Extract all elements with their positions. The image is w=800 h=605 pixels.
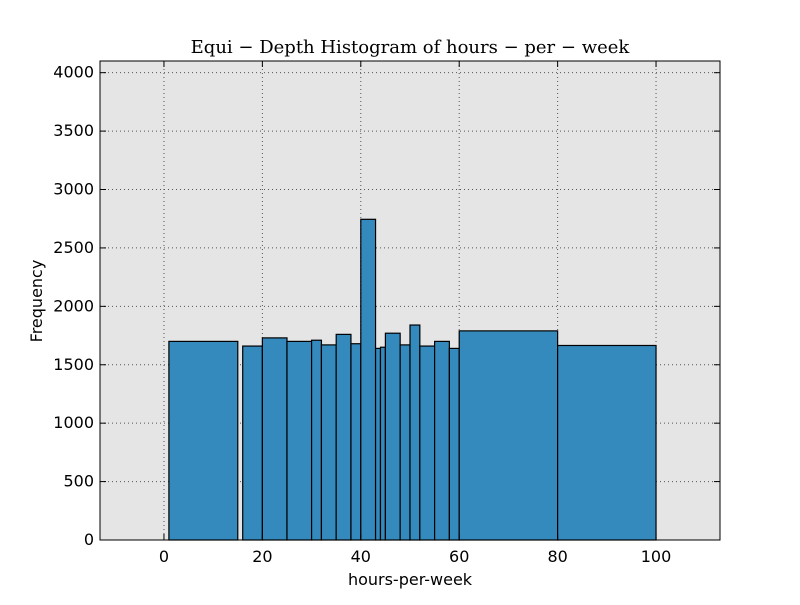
histogram-bars (168, 218, 657, 541)
histogram-bar (350, 343, 362, 541)
histogram-bar (168, 340, 239, 541)
y-tick-label: 1000 (53, 413, 94, 432)
histogram-bar (384, 332, 401, 541)
histogram-bar (557, 344, 657, 541)
x-tick-label: 80 (547, 547, 567, 566)
y-tick-label: 500 (63, 472, 94, 491)
y-tick-label: 0 (84, 530, 94, 549)
histogram-bar (379, 346, 386, 541)
y-tick-label: 1500 (53, 355, 94, 374)
x-tick-label: 60 (449, 547, 469, 566)
x-tick-label: 40 (351, 547, 371, 566)
histogram-bar (434, 340, 450, 541)
axis-ticks: 0 20 40 60 80 1000500100015002000250030003500… (53, 61, 720, 566)
histogram-bar (286, 340, 313, 541)
plot-frame (99, 60, 721, 541)
histogram-bar (448, 347, 460, 541)
x-tick-label: 100 (641, 547, 672, 566)
histogram-bar (409, 324, 421, 541)
y-tick-label: 2500 (53, 238, 94, 257)
y-tick-label: 3000 (53, 180, 94, 199)
histogram-bar (310, 339, 323, 541)
y-tick-label: 2000 (53, 296, 94, 315)
x-tick-label: 20 (252, 547, 272, 566)
histogram-bar (242, 345, 263, 541)
histogram-bar (399, 344, 411, 541)
y-axis-label: Frequency (27, 260, 46, 343)
y-tick-label: 4000 (53, 63, 94, 82)
histogram-bar (374, 347, 382, 541)
histogram-bar (335, 333, 352, 541)
histogram-bar (458, 330, 559, 541)
histogram-bar (360, 218, 377, 541)
y-tick-label: 3500 (53, 121, 94, 140)
x-tick-label: 0 (159, 547, 169, 566)
histogram-bar (320, 344, 337, 541)
x-axis-label: hours-per-week (348, 570, 473, 589)
histogram-bar (419, 345, 436, 541)
chart-title: Equi − Depth Histogram of hours − per − … (191, 37, 631, 58)
histogram-bar (261, 337, 288, 541)
